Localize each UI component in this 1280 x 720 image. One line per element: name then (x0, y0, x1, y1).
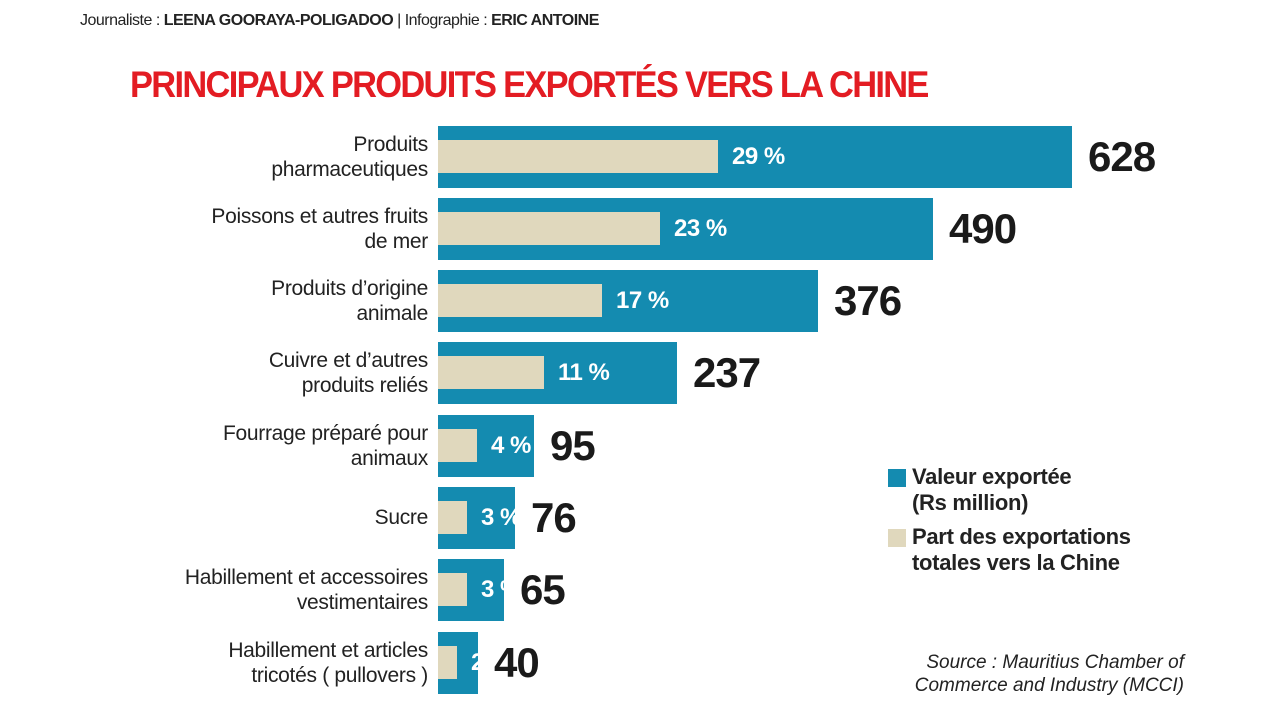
bar-row: Habillement et accessoires vestimentaires… (0, 559, 1280, 621)
credit-infographie-name: ERIC ANTOINE (491, 12, 599, 29)
export-value-label: 40 (494, 639, 540, 686)
category-label-line2: animaux (350, 447, 429, 470)
source-note: Source : Mauritius Chamber of Commerce a… (824, 651, 1184, 697)
share-percent-label: 4 % (491, 432, 531, 459)
share-bar (438, 429, 477, 462)
share-percent-label: 3 % (481, 576, 521, 603)
share-bar (438, 140, 718, 173)
export-value-label: 628 (1088, 133, 1156, 180)
category-label: Produits d’origine animale (108, 276, 428, 326)
export-value-label: 376 (834, 277, 902, 324)
source-line2: Commerce and Industry (MCCI) (914, 675, 1184, 696)
source-line1: Source : Mauritius Chamber of (926, 652, 1184, 673)
category-label-line1: Fourrage préparé pour (223, 422, 428, 445)
category-label-line2: pharmaceutiques (271, 158, 428, 181)
bar-row: Produits pharmaceutiques 29 % 628 (0, 126, 1280, 188)
category-label-line1: Produits (353, 133, 428, 156)
category-label: Produits pharmaceutiques (108, 132, 428, 182)
category-label-line2: vestimentaires (296, 591, 428, 614)
bar-row: Habillement et articles tricotés ( pullov… (0, 632, 1280, 694)
share-bar (438, 501, 467, 534)
category-label-line2: de mer (364, 230, 428, 253)
legend-label-share-line1: Part des exportations (912, 524, 1131, 549)
category-label-line1: Poissons et autres fruits (211, 205, 428, 228)
share-percent-label: 29 % (732, 143, 785, 170)
category-label-line2: animale (356, 302, 429, 325)
category-label: Habillement et accessoires vestimentaires (108, 565, 428, 615)
export-value-label: 237 (693, 349, 761, 396)
export-value-label: 490 (949, 205, 1017, 252)
legend-label-value-line2: (Rs million) (912, 490, 1029, 515)
share-bar (438, 646, 457, 679)
share-percent-label: 2 % (471, 649, 511, 676)
credits-line: Journaliste : LEENA GOORAYA-POLIGADOO | … (80, 12, 599, 30)
bar-row: Sucre 3 % 76 (0, 487, 1280, 549)
category-label: Sucre (108, 505, 429, 530)
legend-swatch-blue (888, 469, 906, 487)
export-value-label: 65 (520, 566, 566, 613)
credit-journalist-name: LEENA GOORAYA-POLIGADOO (163, 12, 394, 29)
credit-infographie-label: Infographie : (404, 12, 492, 29)
category-label-line1: Sucre (374, 506, 429, 529)
category-label-line1: Produits d’origine (271, 277, 428, 300)
category-label-line2: produits reliés (301, 374, 429, 397)
category-label-line1: Cuivre et d’autres (268, 349, 428, 372)
bar-row: Fourrage préparé pour animaux 4 % 95 (0, 415, 1280, 477)
category-label: Habillement et articles tricotés ( pullov… (108, 638, 428, 688)
share-bar (438, 573, 467, 606)
legend-item-value: Valeur exportée (Rs million) (888, 464, 1208, 516)
category-label-line1: Habillement et articles (228, 639, 428, 662)
share-percent-label: 11 % (558, 359, 610, 386)
share-bar (438, 356, 544, 389)
bar-row: Produits d’origine animale 17 % 376 (0, 270, 1280, 332)
category-label: Fourrage préparé pour animaux (108, 421, 428, 471)
category-label: Cuivre et d’autres produits reliés (108, 348, 428, 398)
chart-title: PRINCIPAUX PRODUITS EXPORTÉS VERS LA CHI… (130, 64, 929, 105)
export-value-label: 76 (531, 494, 577, 541)
share-bar (438, 284, 602, 317)
share-percent-label: 17 % (616, 287, 669, 314)
credit-separator: | (393, 12, 405, 29)
credit-journalist-label: Journaliste : (80, 12, 164, 29)
export-value-label: 95 (550, 422, 596, 469)
share-bar (438, 212, 660, 245)
bar-row: Cuivre et d’autres produits reliés 11 % 237 (0, 342, 1280, 404)
legend-label-share-line2: totales vers la Chine (912, 550, 1120, 575)
category-label-line2: tricotés ( pullovers ) (251, 664, 428, 687)
category-label: Poissons et autres fruits de mer (108, 204, 428, 254)
bar-row: Poissons et autres fruits de mer 23 % 490 (0, 198, 1280, 260)
share-percent-label: 3 % (481, 504, 521, 531)
legend-swatch-beige (888, 529, 906, 547)
share-percent-label: 23 % (674, 215, 727, 242)
category-label-line1: Habillement et accessoires (184, 566, 428, 589)
legend-label-value-line1: Valeur exportée (912, 464, 1072, 489)
legend: Valeur exportée (Rs million) Part des ex… (888, 464, 1208, 584)
legend-item-share: Part des exportations totales vers la Ch… (888, 524, 1208, 576)
